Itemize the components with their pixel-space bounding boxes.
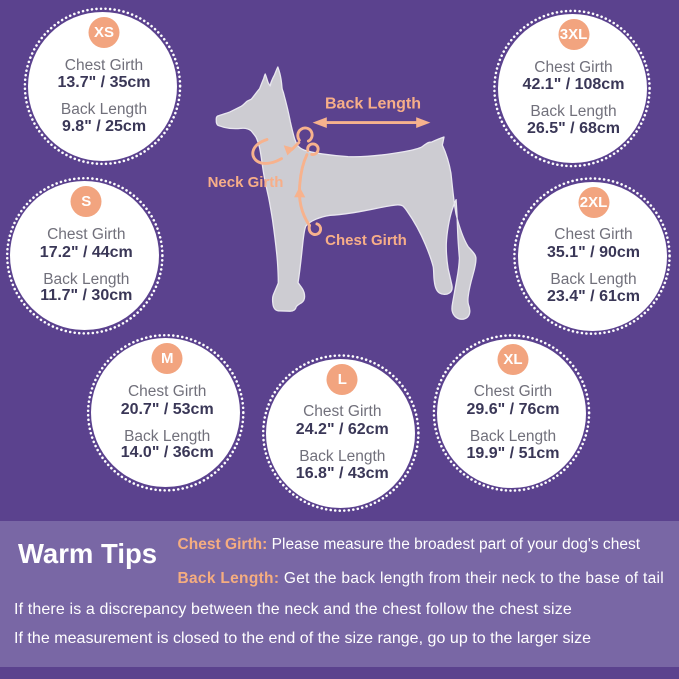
svg-text:Back Length: Back Length — [325, 95, 421, 112]
svg-text:Neck Girth: Neck Girth — [208, 174, 284, 191]
svg-text:Chest Girth: Chest Girth — [325, 232, 407, 249]
